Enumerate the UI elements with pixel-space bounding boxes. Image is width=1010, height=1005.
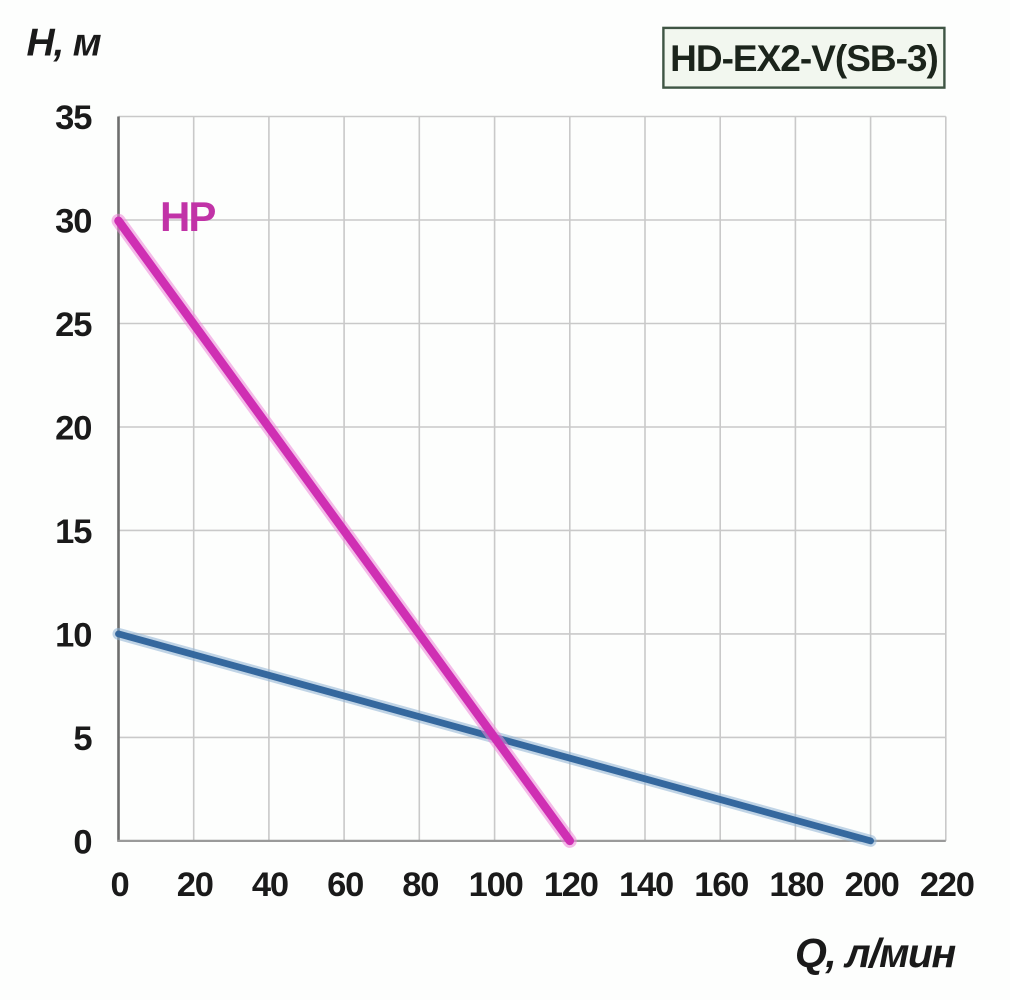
svg-text:H, м: H, м (27, 22, 102, 65)
svg-text:25: 25 (55, 306, 92, 344)
svg-text:0: 0 (111, 866, 129, 904)
svg-text:5: 5 (73, 720, 92, 758)
svg-text:160: 160 (694, 866, 748, 904)
svg-text:140: 140 (619, 866, 673, 904)
svg-text:40: 40 (252, 866, 288, 904)
svg-text:120: 120 (544, 866, 598, 904)
svg-text:15: 15 (55, 513, 92, 551)
svg-text:HP: HP (160, 193, 215, 240)
svg-text:10: 10 (55, 617, 91, 655)
svg-text:60: 60 (327, 866, 363, 904)
svg-text:Q, л/мин: Q, л/мин (795, 930, 955, 976)
svg-text:0: 0 (73, 824, 91, 862)
svg-text:220: 220 (920, 866, 974, 904)
svg-text:20: 20 (177, 866, 213, 904)
svg-text:180: 180 (769, 866, 823, 904)
svg-text:30: 30 (55, 203, 91, 241)
svg-text:200: 200 (845, 866, 899, 904)
svg-text:HD-EX2-V(SB-3): HD-EX2-V(SB-3) (670, 38, 938, 79)
svg-text:35: 35 (55, 99, 92, 137)
svg-text:100: 100 (469, 866, 523, 904)
svg-text:20: 20 (55, 410, 91, 448)
svg-text:80: 80 (402, 866, 438, 904)
